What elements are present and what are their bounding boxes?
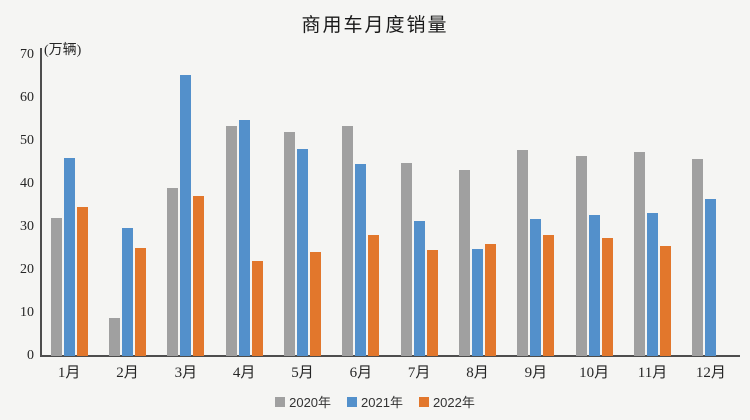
bar-2021年-3月 bbox=[180, 75, 192, 356]
bar-2020年-10月 bbox=[575, 155, 587, 356]
bar-2022年-3月 bbox=[193, 196, 205, 356]
x-category-label: 1月 bbox=[57, 365, 81, 381]
bar-2022年-4月 bbox=[251, 261, 263, 356]
y-tick-label: 60 bbox=[20, 90, 34, 105]
bar-2022年-10月 bbox=[601, 238, 613, 356]
bar-2020年-6月 bbox=[342, 125, 354, 356]
y-axis-line bbox=[40, 48, 42, 356]
bar-2021年-10月 bbox=[588, 214, 600, 356]
bar-2020年-3月 bbox=[167, 188, 179, 356]
y-tick-label: 20 bbox=[20, 262, 34, 277]
bar-2022年-11月 bbox=[660, 245, 671, 356]
bar-2020年-7月 bbox=[400, 162, 412, 356]
bar-2020年-5月 bbox=[284, 132, 295, 356]
bar-2020年-4月 bbox=[225, 125, 237, 356]
legend-label: 2020年 bbox=[289, 395, 332, 410]
bar-2021年-6月 bbox=[355, 163, 367, 356]
y-tick-label: 50 bbox=[20, 133, 34, 148]
bar-2021年-8月 bbox=[472, 248, 483, 356]
x-category-label: 6月 bbox=[349, 365, 373, 381]
x-category-label: 3月 bbox=[174, 365, 198, 381]
bar-2022年-7月 bbox=[426, 249, 438, 356]
x-axis-line bbox=[40, 355, 740, 357]
x-category-label: 5月 bbox=[291, 365, 314, 381]
bar-2021年-1月 bbox=[63, 158, 75, 356]
y-axis-unit-label: (万辆) bbox=[44, 43, 82, 58]
bar-2022年-8月 bbox=[485, 244, 496, 356]
bar-2021年-2月 bbox=[122, 227, 133, 356]
bar-2021年-7月 bbox=[413, 220, 425, 356]
x-category-label: 12月 bbox=[695, 365, 726, 381]
x-category-label: 4月 bbox=[232, 365, 256, 381]
bar-2021年-5月 bbox=[297, 148, 308, 356]
bar-2022年-9月 bbox=[543, 235, 555, 356]
bar-2020年-2月 bbox=[109, 318, 120, 356]
legend-item-2021年: 2021年 bbox=[347, 392, 403, 411]
bar-2020年-8月 bbox=[459, 169, 470, 356]
legend-label: 2022年 bbox=[432, 395, 475, 410]
legend-swatch-icon bbox=[347, 396, 358, 407]
bar-2022年-6月 bbox=[368, 234, 380, 356]
bar-2020年-1月 bbox=[50, 218, 62, 356]
legend-swatch-icon bbox=[275, 396, 286, 407]
y-tick-label: 40 bbox=[20, 176, 34, 191]
legend-label: 2021年 bbox=[361, 395, 403, 410]
bar-2021年-12月 bbox=[705, 199, 717, 356]
y-tick-label: 0 bbox=[27, 348, 34, 363]
legend-item-2020年: 2020年 bbox=[275, 392, 331, 411]
x-category-label: 11月 bbox=[637, 365, 668, 381]
x-category-label: 7月 bbox=[407, 365, 431, 381]
chart-title: 商用车月度销量 bbox=[301, 15, 449, 36]
legend-item-2022年: 2022年 bbox=[418, 392, 475, 411]
x-category-label: 10月 bbox=[579, 365, 610, 381]
bar-2020年-11月 bbox=[634, 152, 645, 356]
y-tick-label: 70 bbox=[20, 47, 34, 62]
x-category-label: 8月 bbox=[466, 365, 489, 381]
y-tick-label: 10 bbox=[20, 305, 34, 320]
legend: 2020年 2021年 2022年 bbox=[0, 392, 750, 411]
x-category-label: 2月 bbox=[116, 365, 139, 381]
bar-2022年-1月 bbox=[76, 207, 88, 356]
bar-2020年-12月 bbox=[692, 159, 704, 356]
bar-2021年-11月 bbox=[647, 213, 658, 356]
bar-2021年-4月 bbox=[238, 119, 250, 356]
bar-2020年-9月 bbox=[517, 150, 529, 356]
bar-2022年-5月 bbox=[310, 252, 321, 356]
bar-2022年-2月 bbox=[135, 247, 146, 356]
x-category-label: 9月 bbox=[524, 365, 548, 381]
bar-2021年-9月 bbox=[530, 218, 542, 356]
y-tick-label: 30 bbox=[20, 219, 34, 234]
legend-swatch-icon bbox=[418, 396, 429, 407]
